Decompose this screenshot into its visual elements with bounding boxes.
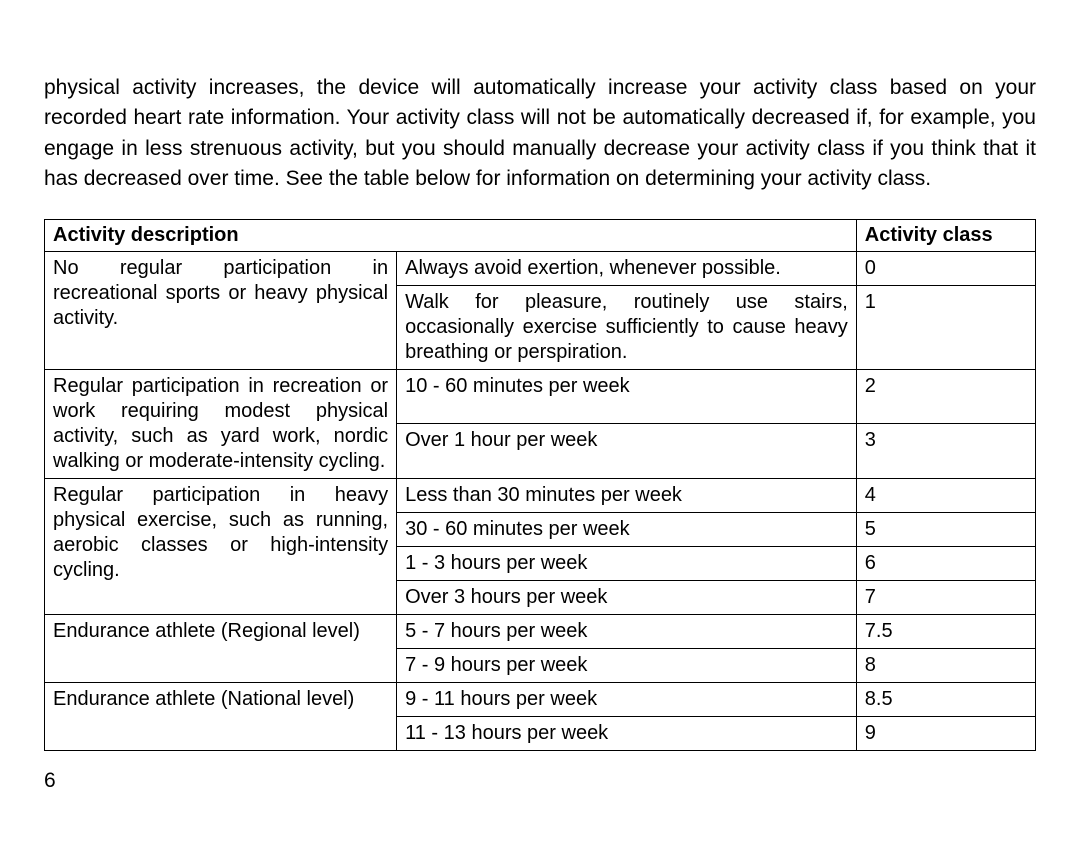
- activity-detail-cell: Over 1 hour per week: [397, 424, 857, 479]
- activity-description-cell: Regular participation in heavy physical …: [45, 478, 397, 614]
- activity-class-cell: 0: [856, 251, 1035, 285]
- activity-class-cell: 8.5: [856, 682, 1035, 716]
- activity-class-cell: 8: [856, 648, 1035, 682]
- activity-detail-cell: Always avoid exertion, whenever possible…: [397, 251, 857, 285]
- page-number: 6: [44, 769, 1036, 793]
- activity-description-cell: No regular participation in recreational…: [45, 251, 397, 369]
- header-activity-description: Activity description: [45, 219, 857, 251]
- activity-class-cell: 7.5: [856, 614, 1035, 648]
- activity-detail-cell: 5 - 7 hours per week: [397, 614, 857, 648]
- table-row: Regular participation in heavy physical …: [45, 478, 1036, 512]
- activity-description-cell: Endurance athlete (National level): [45, 682, 397, 750]
- table-row: Endurance athlete (National level)9 - 11…: [45, 682, 1036, 716]
- intro-paragraph: physical activity increases, the device …: [44, 73, 1036, 195]
- activity-class-table: Activity description Activity class No r…: [44, 219, 1036, 751]
- activity-detail-cell: 7 - 9 hours per week: [397, 648, 857, 682]
- activity-class-cell: 7: [856, 580, 1035, 614]
- activity-detail-cell: Less than 30 minutes per week: [397, 478, 857, 512]
- activity-detail-cell: 9 - 11 hours per week: [397, 682, 857, 716]
- activity-class-cell: 9: [856, 716, 1035, 750]
- activity-description-cell: Regular participation in recreation or w…: [45, 369, 397, 478]
- activity-class-cell: 5: [856, 512, 1035, 546]
- table-row: Endurance athlete (Regional level)5 - 7 …: [45, 614, 1036, 648]
- document-page: physical activity increases, the device …: [0, 0, 1080, 813]
- activity-detail-cell: 1 - 3 hours per week: [397, 546, 857, 580]
- table-row: No regular participation in recreational…: [45, 251, 1036, 285]
- activity-detail-cell: 10 - 60 minutes per week: [397, 369, 857, 424]
- header-activity-class: Activity class: [856, 219, 1035, 251]
- table-header-row: Activity description Activity class: [45, 219, 1036, 251]
- activity-class-cell: 1: [856, 285, 1035, 369]
- activity-detail-cell: 11 - 13 hours per week: [397, 716, 857, 750]
- table-row: Regular participation in recreation or w…: [45, 369, 1036, 424]
- activity-class-cell: 4: [856, 478, 1035, 512]
- activity-class-cell: 2: [856, 369, 1035, 424]
- activity-detail-cell: Walk for pleasure, routinely use stairs,…: [397, 285, 857, 369]
- activity-class-cell: 3: [856, 424, 1035, 479]
- activity-class-cell: 6: [856, 546, 1035, 580]
- activity-description-cell: Endurance athlete (Regional level): [45, 614, 397, 682]
- activity-detail-cell: Over 3 hours per week: [397, 580, 857, 614]
- activity-detail-cell: 30 - 60 minutes per week: [397, 512, 857, 546]
- table-body: No regular participation in recreational…: [45, 251, 1036, 750]
